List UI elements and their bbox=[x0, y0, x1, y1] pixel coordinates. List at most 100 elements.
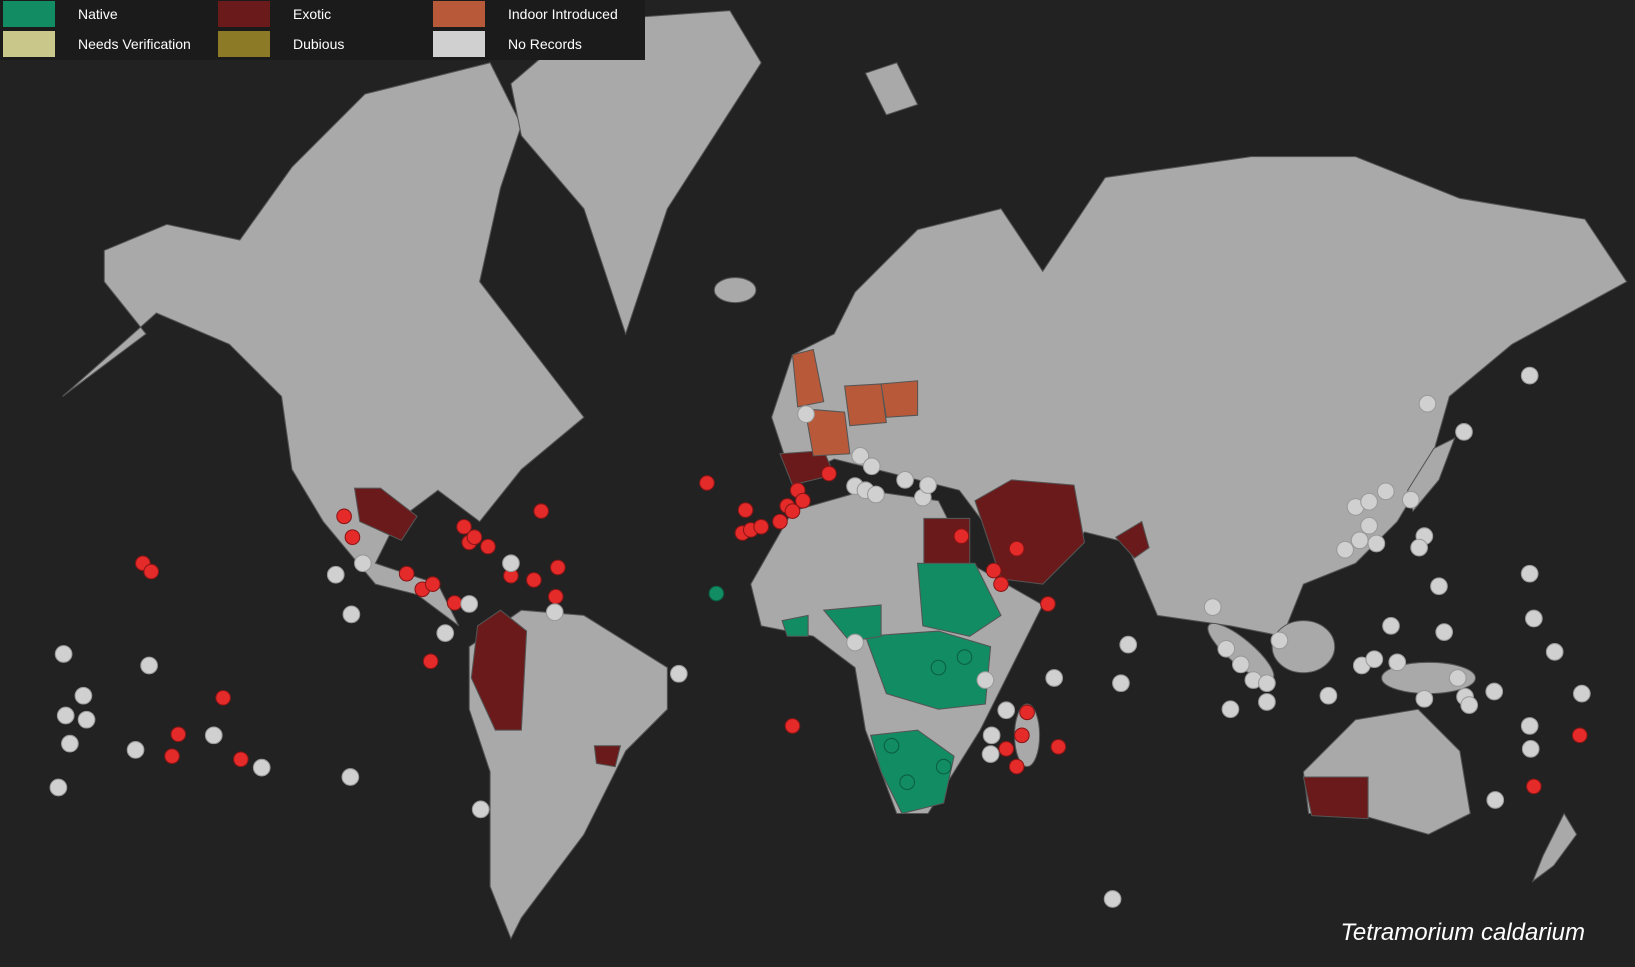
legend-item: Indoor Introduced bbox=[433, 1, 618, 27]
record-dot bbox=[1336, 540, 1354, 559]
record-dot bbox=[851, 447, 870, 465]
record-dot bbox=[699, 475, 715, 491]
record-dot bbox=[795, 492, 811, 509]
record-dot bbox=[1448, 669, 1467, 687]
record-dot bbox=[354, 554, 372, 573]
record-dot bbox=[1545, 643, 1564, 661]
record-dot bbox=[1401, 490, 1420, 509]
record-dot bbox=[753, 518, 770, 535]
record-dot bbox=[846, 633, 864, 652]
record-dot bbox=[1365, 650, 1384, 669]
record-dot bbox=[456, 518, 472, 535]
record-dot bbox=[140, 656, 158, 675]
record-dot bbox=[985, 562, 1002, 579]
record-dot bbox=[1258, 674, 1276, 693]
record-dot bbox=[533, 503, 549, 519]
record-dot bbox=[1455, 423, 1473, 441]
record-dot bbox=[867, 485, 885, 504]
record-dot bbox=[1119, 635, 1138, 654]
record-dot bbox=[550, 559, 566, 576]
new-zealand bbox=[1531, 812, 1578, 883]
record-dot bbox=[1221, 700, 1240, 719]
record-dot bbox=[1485, 682, 1504, 701]
record-dot bbox=[252, 758, 271, 777]
record-dot bbox=[164, 748, 180, 764]
record-dot bbox=[981, 745, 1000, 763]
record-dot bbox=[976, 671, 995, 689]
record-dot bbox=[708, 585, 725, 602]
record-dot bbox=[526, 572, 542, 588]
record-dot bbox=[930, 659, 947, 676]
record-dot bbox=[1360, 516, 1378, 535]
record-dot bbox=[1367, 534, 1386, 553]
record-dot bbox=[953, 528, 970, 544]
record-dot bbox=[784, 503, 801, 519]
record-dot bbox=[1520, 717, 1539, 735]
record-dot bbox=[215, 689, 231, 706]
record-dot bbox=[336, 508, 352, 525]
record-dot bbox=[233, 751, 249, 768]
record-dot bbox=[935, 758, 952, 775]
record-dot bbox=[1571, 727, 1588, 744]
record-dot bbox=[1270, 631, 1289, 650]
region bbox=[880, 380, 919, 418]
borneo bbox=[1271, 620, 1336, 674]
record-dot bbox=[737, 502, 754, 518]
record-dot bbox=[446, 595, 463, 611]
record-dot bbox=[502, 554, 520, 573]
record-dot bbox=[143, 563, 160, 580]
iceland bbox=[713, 277, 757, 304]
record-dot bbox=[982, 726, 1001, 745]
legend-item: Exotic bbox=[218, 1, 331, 27]
record-dot bbox=[170, 726, 187, 743]
record-dot bbox=[460, 595, 479, 613]
north-america bbox=[62, 62, 585, 627]
record-dot bbox=[1410, 538, 1429, 557]
land bbox=[62, 10, 1628, 940]
record-dot bbox=[883, 737, 900, 754]
legend-label: Indoor Introduced bbox=[508, 6, 618, 22]
record-dot bbox=[1045, 669, 1064, 687]
record-dot bbox=[471, 800, 490, 819]
legend-label: Exotic bbox=[293, 6, 332, 22]
legend-swatch bbox=[218, 1, 270, 27]
record-dot bbox=[398, 565, 415, 582]
record-dot bbox=[1460, 696, 1479, 714]
legend-item: Native bbox=[3, 1, 118, 27]
svalbard bbox=[864, 62, 919, 116]
legend-swatch bbox=[3, 31, 55, 57]
record-dot bbox=[1521, 740, 1540, 758]
record-dot bbox=[956, 649, 973, 665]
record-dot bbox=[54, 645, 73, 663]
record-dot bbox=[422, 653, 439, 670]
record-dot bbox=[1382, 616, 1400, 635]
record-dot bbox=[545, 603, 564, 622]
record-dot bbox=[126, 741, 145, 759]
legend-item: Needs Verification bbox=[3, 31, 191, 57]
record-dot bbox=[342, 605, 361, 624]
species-name: Tetramorium caldarium bbox=[1340, 919, 1585, 946]
region bbox=[822, 604, 882, 643]
record-dot bbox=[436, 624, 455, 642]
legend-swatch bbox=[433, 31, 485, 57]
record-dot bbox=[60, 734, 79, 753]
record-dot bbox=[1008, 758, 1025, 775]
record-dot bbox=[1112, 674, 1130, 693]
record-dot bbox=[1520, 564, 1539, 583]
record-dot bbox=[547, 588, 564, 605]
records bbox=[49, 366, 1591, 908]
legend-swatch bbox=[218, 31, 270, 57]
record-dot bbox=[1388, 653, 1407, 672]
region bbox=[593, 745, 622, 768]
record-dot bbox=[480, 538, 496, 555]
legend: Native Needs Verification Exotic Dubious Ind… bbox=[0, 0, 645, 60]
record-dot bbox=[1050, 738, 1067, 755]
record-dot bbox=[1524, 609, 1543, 628]
record-dot bbox=[1430, 577, 1448, 596]
record-dot bbox=[797, 405, 815, 424]
record-dot bbox=[998, 741, 1015, 757]
record-dot bbox=[997, 701, 1016, 720]
record-dot bbox=[326, 565, 345, 584]
record-dot bbox=[1217, 639, 1236, 658]
